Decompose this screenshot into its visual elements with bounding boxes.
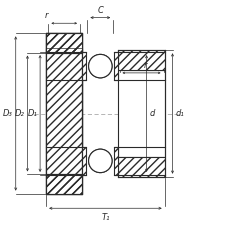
- Bar: [46, 33, 82, 53]
- Bar: [114, 52, 118, 80]
- Bar: [114, 52, 118, 80]
- Circle shape: [88, 54, 112, 78]
- Text: D₃: D₃: [3, 109, 13, 118]
- Circle shape: [88, 54, 112, 78]
- Bar: [118, 50, 164, 69]
- Text: r: r: [143, 61, 147, 69]
- Bar: [114, 52, 118, 80]
- Text: T₁: T₁: [101, 213, 109, 222]
- Bar: [46, 48, 82, 194]
- Text: D₂: D₂: [15, 109, 25, 118]
- Bar: [82, 52, 86, 80]
- Text: d: d: [149, 109, 154, 118]
- Bar: [46, 48, 82, 194]
- Text: r: r: [44, 11, 48, 20]
- Circle shape: [88, 149, 112, 173]
- Bar: [82, 52, 86, 80]
- Bar: [46, 33, 82, 53]
- Bar: [118, 69, 164, 158]
- Bar: [118, 158, 164, 177]
- Bar: [114, 147, 118, 175]
- Bar: [118, 50, 164, 69]
- Bar: [46, 174, 82, 194]
- Circle shape: [88, 149, 112, 173]
- Bar: [46, 33, 82, 194]
- Bar: [118, 158, 164, 177]
- Text: C: C: [97, 6, 103, 15]
- Bar: [82, 147, 86, 175]
- Text: D₁: D₁: [27, 109, 37, 118]
- Bar: [46, 174, 82, 194]
- Bar: [114, 147, 118, 175]
- Bar: [82, 147, 86, 175]
- Bar: [46, 53, 82, 174]
- Bar: [46, 33, 82, 53]
- Text: d₁: d₁: [175, 109, 184, 118]
- Bar: [82, 52, 86, 80]
- Bar: [82, 147, 86, 175]
- Bar: [46, 33, 82, 194]
- Bar: [46, 33, 82, 53]
- Bar: [46, 33, 82, 53]
- Bar: [114, 147, 118, 175]
